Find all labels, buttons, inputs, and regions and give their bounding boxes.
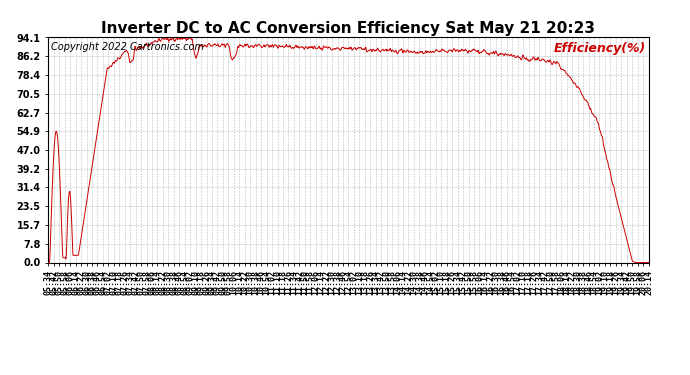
Text: Efficiency(%): Efficiency(%) (553, 42, 646, 55)
Text: Copyright 2022 Cartronics.com: Copyright 2022 Cartronics.com (51, 42, 204, 52)
Title: Inverter DC to AC Conversion Efficiency Sat May 21 20:23: Inverter DC to AC Conversion Efficiency … (101, 21, 595, 36)
